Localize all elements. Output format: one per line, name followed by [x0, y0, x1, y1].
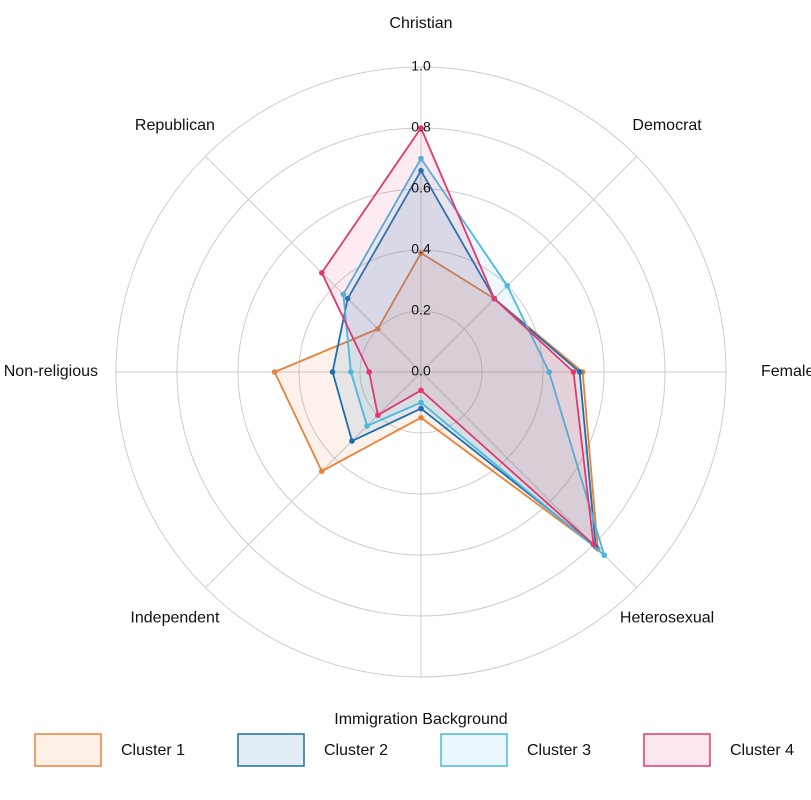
- legend-swatch: [237, 733, 305, 767]
- series-area: [320, 126, 595, 547]
- legend-swatch: [643, 733, 711, 767]
- spoke: [204, 371, 422, 589]
- axis-label: Non-religious: [4, 363, 98, 380]
- spoke: [204, 155, 422, 373]
- series-point: [344, 295, 351, 302]
- legend-label: Cluster 1: [121, 742, 185, 759]
- legend-swatch: [440, 733, 508, 767]
- series-point: [418, 405, 424, 412]
- legend-label: Cluster 2: [324, 742, 388, 759]
- series-point: [375, 412, 381, 418]
- series-point: [590, 541, 597, 548]
- axis-label: Christian: [389, 15, 452, 32]
- series-point: [418, 155, 424, 162]
- series-point: [418, 250, 424, 256]
- series-point: [601, 552, 608, 559]
- legend-label: Cluster 3: [527, 742, 591, 759]
- tick-label: 1.0: [411, 58, 431, 74]
- series-point: [318, 269, 325, 276]
- series-point: [271, 369, 278, 375]
- series-point: [348, 369, 354, 375]
- series-point: [364, 423, 370, 429]
- tick-label: 0.8: [411, 119, 431, 135]
- series-point: [418, 387, 424, 394]
- axis-label: Republican: [135, 117, 215, 134]
- series-point: [329, 369, 336, 375]
- series-point: [375, 326, 381, 332]
- axis-label: Heterosexual: [620, 609, 714, 626]
- axis-label: Immigration Background: [334, 711, 507, 728]
- series-point: [570, 369, 577, 375]
- legend-label: Cluster 4: [730, 742, 794, 759]
- series-point: [418, 125, 424, 131]
- series-point: [491, 295, 498, 302]
- series-point: [349, 438, 355, 444]
- tick-label: 0.6: [411, 180, 431, 196]
- axis-label: Independent: [130, 609, 220, 626]
- tick-label: 0.0: [411, 363, 431, 379]
- tick-label: 0.2: [411, 302, 431, 318]
- series-point: [366, 369, 372, 375]
- legend-swatch: [34, 733, 102, 767]
- series-point: [418, 167, 424, 174]
- series-point: [546, 369, 552, 375]
- series-point: [576, 369, 583, 375]
- series-point: [318, 468, 325, 475]
- series-point: [418, 399, 424, 406]
- series-point: [340, 291, 347, 298]
- axis-label: Democrat: [632, 117, 702, 134]
- tick-label: 0.4: [411, 241, 431, 257]
- axis-label: Female: [761, 363, 811, 380]
- series-point: [418, 414, 424, 421]
- series-point: [504, 282, 511, 289]
- spoke: [420, 155, 638, 373]
